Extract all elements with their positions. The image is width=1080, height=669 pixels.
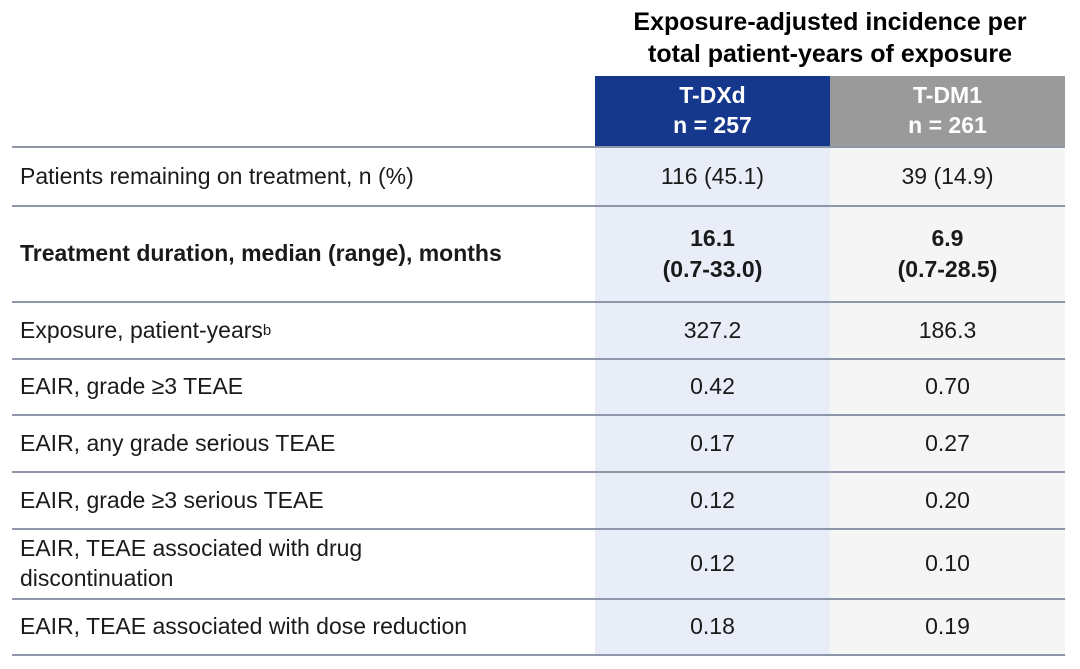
row-label: EAIR, grade ≥3 TEAE: [12, 360, 595, 414]
value-cell-tdxd: 327.2: [595, 303, 830, 358]
table-row: EAIR, grade ≥3 TEAE 0.42 0.70: [12, 358, 1065, 414]
value-cell-tdxd: 0.12: [595, 530, 830, 598]
table-row: Treatment duration, median (range), mont…: [12, 205, 1065, 301]
value-cell-tdm1: 0.27: [830, 416, 1065, 471]
value-cell-tdxd: 116 (45.1): [595, 148, 830, 205]
table-row: EAIR, grade ≥3 serious TEAE 0.12 0.20: [12, 471, 1065, 528]
value-cell-tdxd: 0.12: [595, 473, 830, 528]
row-label: EAIR, TEAE associated with drug disconti…: [12, 530, 595, 598]
value-cell-tdm1: 186.3: [830, 303, 1065, 358]
row-label: EAIR, any grade serious TEAE: [12, 416, 595, 471]
table-row: EAIR, TEAE associated with drug disconti…: [12, 528, 1065, 598]
value-cell-tdxd: 0.17: [595, 416, 830, 471]
row-label: Treatment duration, median (range), mont…: [12, 207, 595, 301]
column-header-tdm1-n: n = 261: [908, 112, 987, 138]
column-header-tdxd: T-DXd n = 257: [595, 76, 830, 146]
row-label: Exposure, patient-years b: [12, 303, 595, 358]
value-cell-tdm1: 0.20: [830, 473, 1065, 528]
row-label: Patients remaining on treatment, n (%): [12, 148, 595, 205]
table-body: Patients remaining on treatment, n (%) 11…: [12, 146, 1065, 656]
value-cell-tdm1: 0.70: [830, 360, 1065, 414]
column-header-tdm1-drug: T-DM1: [913, 82, 982, 109]
value-cell-tdm1: 0.10: [830, 530, 1065, 598]
value-cell-tdm1: 6.9 (0.7-28.5): [830, 207, 1065, 301]
table-row: EAIR, any grade serious TEAE 0.17 0.27: [12, 414, 1065, 471]
table-row: EAIR, TEAE associated with dose reductio…: [12, 597, 1065, 656]
value-cell-tdm1: 39 (14.9): [830, 148, 1065, 205]
value-cell-tdm1: 0.19: [830, 599, 1065, 654]
column-header-tdxd-n: n = 257: [673, 112, 752, 138]
row-label: EAIR, grade ≥3 serious TEAE: [12, 473, 595, 528]
column-header-tdxd-drug: T-DXd: [679, 82, 746, 109]
value-cell-tdxd: 0.42: [595, 360, 830, 414]
column-headers: T-DXd n = 257 T-DM1 n = 261: [12, 76, 1065, 146]
table-row: Patients remaining on treatment, n (%) 11…: [12, 146, 1065, 205]
value-cell-tdxd: 16.1 (0.7-33.0): [595, 207, 830, 301]
table-row: Exposure, patient-years b 327.2 186.3: [12, 301, 1065, 358]
table-spanning-header: Exposure-adjusted incidence per total pa…: [633, 8, 1027, 68]
row-label: EAIR, TEAE associated with dose reductio…: [12, 599, 595, 654]
row-label-column-spacer: [12, 76, 595, 146]
column-header-tdm1: T-DM1 n = 261: [830, 76, 1065, 146]
value-cell-tdxd: 0.18: [595, 599, 830, 654]
